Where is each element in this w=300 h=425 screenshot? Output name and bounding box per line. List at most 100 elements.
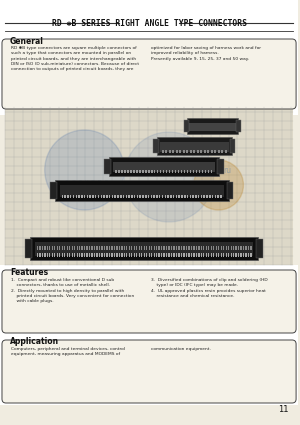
Bar <box>74 253 75 257</box>
Bar <box>183 150 185 153</box>
Bar <box>158 246 160 250</box>
Bar <box>82 253 83 257</box>
Bar <box>228 246 229 250</box>
Bar <box>218 253 219 257</box>
Bar <box>164 253 165 257</box>
Bar <box>179 150 181 153</box>
FancyBboxPatch shape <box>2 270 296 333</box>
Bar <box>198 246 200 250</box>
Bar <box>101 246 103 250</box>
Bar <box>172 150 174 153</box>
Bar <box>226 182 233 199</box>
Bar <box>151 246 152 250</box>
Bar <box>171 246 172 250</box>
Bar <box>100 195 102 198</box>
Bar <box>98 195 99 198</box>
Bar <box>0 33 298 115</box>
Bar <box>79 246 80 250</box>
Bar <box>35 242 254 256</box>
Bar <box>95 195 97 198</box>
Bar <box>166 170 167 173</box>
Bar <box>120 195 122 198</box>
Bar <box>131 246 132 250</box>
Bar <box>218 246 219 250</box>
Bar <box>42 246 43 250</box>
Bar <box>188 246 190 250</box>
Bar <box>61 253 63 257</box>
Bar <box>164 246 165 250</box>
Bar <box>131 253 132 257</box>
Bar <box>154 246 155 250</box>
Bar <box>44 253 46 257</box>
Bar <box>146 246 147 250</box>
Bar <box>5 107 293 265</box>
Bar <box>126 246 128 250</box>
Bar <box>173 246 175 250</box>
Bar <box>154 170 155 173</box>
Bar <box>25 239 32 258</box>
Text: э л е к т р о: э л е к т р о <box>64 179 108 185</box>
Bar <box>198 195 200 198</box>
Bar <box>121 170 123 173</box>
Bar <box>141 246 142 250</box>
Bar <box>171 253 172 257</box>
Text: optimized for labor saving of harness work and for
improved reliability of harne: optimized for labor saving of harness wo… <box>151 46 261 61</box>
Bar <box>139 246 140 250</box>
Bar <box>104 159 111 174</box>
Bar <box>206 246 207 250</box>
Bar <box>200 150 202 153</box>
Bar <box>109 195 110 198</box>
Bar <box>109 157 219 176</box>
Bar <box>248 246 249 250</box>
Bar <box>0 335 298 405</box>
Bar <box>71 253 73 257</box>
Bar <box>203 253 205 257</box>
Bar <box>86 253 88 257</box>
Bar <box>221 150 223 153</box>
Bar <box>89 246 90 250</box>
Bar <box>226 246 227 250</box>
Bar <box>168 246 170 250</box>
Bar <box>37 253 38 257</box>
Bar <box>109 246 110 250</box>
Bar <box>169 150 171 153</box>
Bar <box>243 246 244 250</box>
Bar <box>76 253 78 257</box>
Bar <box>175 170 176 173</box>
Bar <box>236 253 237 257</box>
Bar <box>238 253 239 257</box>
Bar <box>54 246 56 250</box>
Bar <box>67 246 68 250</box>
Bar <box>197 150 199 153</box>
Bar <box>129 246 130 250</box>
Bar <box>156 246 157 250</box>
Bar <box>162 195 163 198</box>
Bar <box>0 265 298 335</box>
Bar <box>42 253 43 257</box>
Bar <box>57 246 58 250</box>
Bar <box>145 195 147 198</box>
Text: RD ✱B type connectors are square multiple connectors of
such a type that connect: RD ✱B type connectors are square multipl… <box>11 46 139 71</box>
Bar <box>216 253 217 257</box>
Bar <box>190 150 192 153</box>
Bar <box>82 246 83 250</box>
Bar <box>213 253 214 257</box>
Bar <box>173 195 174 198</box>
Bar <box>137 195 138 198</box>
Bar <box>134 195 135 198</box>
Bar <box>96 253 98 257</box>
Circle shape <box>45 130 124 210</box>
Bar <box>136 170 138 173</box>
Bar <box>131 195 133 198</box>
Text: 11: 11 <box>278 405 288 414</box>
Bar <box>196 246 197 250</box>
Bar <box>106 195 108 198</box>
Bar <box>133 170 135 173</box>
Bar <box>116 246 118 250</box>
Bar <box>141 253 142 257</box>
Bar <box>187 195 188 198</box>
Bar <box>190 170 191 173</box>
Bar <box>106 253 108 257</box>
Bar <box>81 195 82 198</box>
Bar <box>153 139 159 153</box>
